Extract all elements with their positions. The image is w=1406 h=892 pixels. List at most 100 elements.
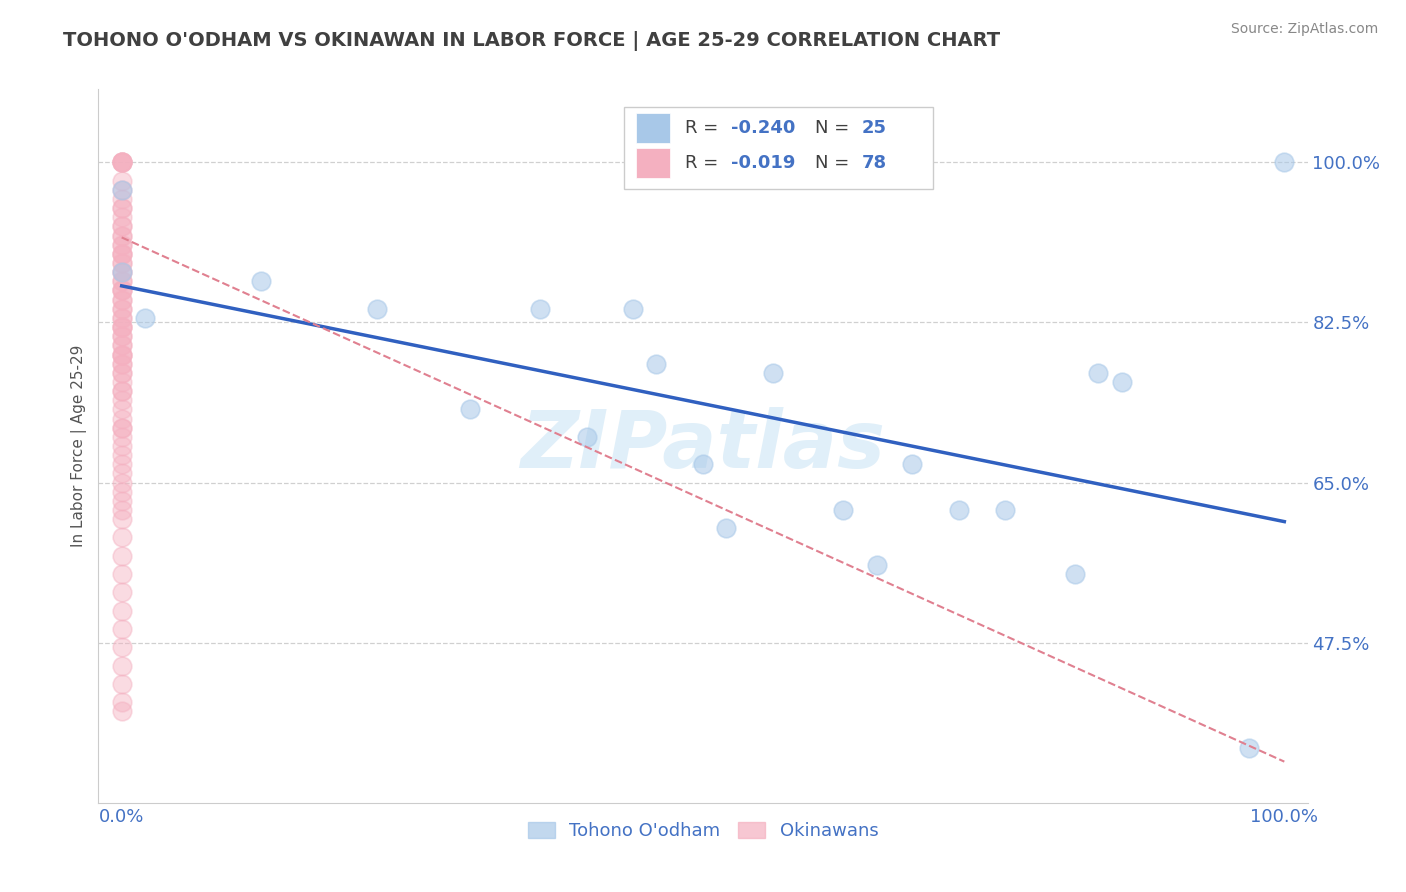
Point bbox=[460, 402, 482, 417]
Point bbox=[134, 310, 156, 325]
Point bbox=[111, 384, 134, 398]
Point bbox=[529, 301, 551, 316]
Point bbox=[111, 604, 134, 618]
Point bbox=[111, 219, 134, 234]
Point bbox=[111, 247, 134, 261]
Point bbox=[111, 420, 134, 434]
Text: -0.240: -0.240 bbox=[731, 120, 796, 137]
Point bbox=[111, 393, 134, 408]
Text: -0.019: -0.019 bbox=[731, 153, 796, 171]
Point bbox=[111, 338, 134, 352]
Point bbox=[111, 484, 134, 499]
Point bbox=[762, 366, 785, 380]
Point bbox=[111, 512, 134, 526]
Point bbox=[111, 695, 134, 709]
Point bbox=[111, 155, 134, 169]
Point bbox=[111, 237, 134, 252]
Point bbox=[111, 284, 134, 298]
Point bbox=[1239, 740, 1261, 755]
Point bbox=[111, 284, 134, 298]
Point bbox=[111, 357, 134, 371]
Point bbox=[111, 265, 134, 279]
Point bbox=[111, 329, 134, 343]
Point bbox=[111, 237, 134, 252]
Text: N =: N = bbox=[815, 153, 855, 171]
Point bbox=[111, 567, 134, 582]
Point bbox=[111, 155, 134, 169]
Point bbox=[111, 347, 134, 361]
Point bbox=[111, 256, 134, 270]
Point bbox=[111, 274, 134, 288]
Y-axis label: In Labor Force | Age 25-29: In Labor Force | Age 25-29 bbox=[72, 345, 87, 547]
Point bbox=[111, 247, 134, 261]
Point bbox=[111, 320, 134, 334]
Point bbox=[111, 265, 134, 279]
Point bbox=[111, 256, 134, 270]
Point bbox=[111, 183, 134, 197]
Point bbox=[111, 265, 134, 279]
Point bbox=[111, 228, 134, 243]
Point bbox=[111, 467, 134, 481]
Point bbox=[111, 274, 134, 288]
Point bbox=[111, 503, 134, 517]
Text: Source: ZipAtlas.com: Source: ZipAtlas.com bbox=[1230, 22, 1378, 37]
Point bbox=[111, 704, 134, 718]
Point bbox=[111, 347, 134, 361]
Point bbox=[111, 494, 134, 508]
Point bbox=[111, 320, 134, 334]
Point bbox=[1272, 155, 1295, 169]
Text: 25: 25 bbox=[862, 120, 886, 137]
FancyBboxPatch shape bbox=[637, 148, 671, 178]
Point bbox=[901, 458, 924, 472]
Point bbox=[111, 384, 134, 398]
Text: R =: R = bbox=[685, 153, 724, 171]
Point bbox=[111, 174, 134, 188]
Point bbox=[111, 458, 134, 472]
Point bbox=[111, 201, 134, 215]
Point bbox=[621, 301, 644, 316]
Point bbox=[692, 458, 714, 472]
Point bbox=[111, 247, 134, 261]
Point bbox=[111, 192, 134, 206]
Point bbox=[111, 366, 134, 380]
Point bbox=[994, 503, 1017, 517]
Point bbox=[111, 549, 134, 563]
Point bbox=[111, 430, 134, 444]
Point bbox=[111, 475, 134, 490]
Point bbox=[366, 301, 388, 316]
Point bbox=[111, 585, 134, 599]
Point bbox=[575, 430, 598, 444]
Point bbox=[111, 155, 134, 169]
Text: R =: R = bbox=[685, 120, 724, 137]
Point bbox=[250, 274, 273, 288]
Point bbox=[111, 448, 134, 462]
Point bbox=[111, 211, 134, 225]
Point bbox=[645, 357, 668, 371]
Point bbox=[111, 366, 134, 380]
Point bbox=[111, 329, 134, 343]
Point bbox=[111, 622, 134, 636]
Point bbox=[111, 301, 134, 316]
Point bbox=[111, 219, 134, 234]
Point bbox=[111, 310, 134, 325]
FancyBboxPatch shape bbox=[624, 107, 932, 189]
Point bbox=[111, 201, 134, 215]
Point bbox=[111, 293, 134, 307]
Point bbox=[111, 284, 134, 298]
Point bbox=[111, 357, 134, 371]
Point bbox=[111, 320, 134, 334]
Point bbox=[716, 521, 738, 535]
Point bbox=[1111, 375, 1133, 389]
Point bbox=[111, 439, 134, 453]
Point bbox=[111, 640, 134, 655]
Point bbox=[1064, 567, 1087, 582]
Text: ZIPatlas: ZIPatlas bbox=[520, 407, 886, 485]
Point bbox=[111, 301, 134, 316]
Point bbox=[111, 293, 134, 307]
Point bbox=[831, 503, 853, 517]
Point bbox=[111, 155, 134, 169]
Point bbox=[111, 375, 134, 389]
Point bbox=[111, 420, 134, 434]
Legend: Tohono O'odham, Okinawans: Tohono O'odham, Okinawans bbox=[520, 814, 886, 847]
FancyBboxPatch shape bbox=[637, 113, 671, 144]
